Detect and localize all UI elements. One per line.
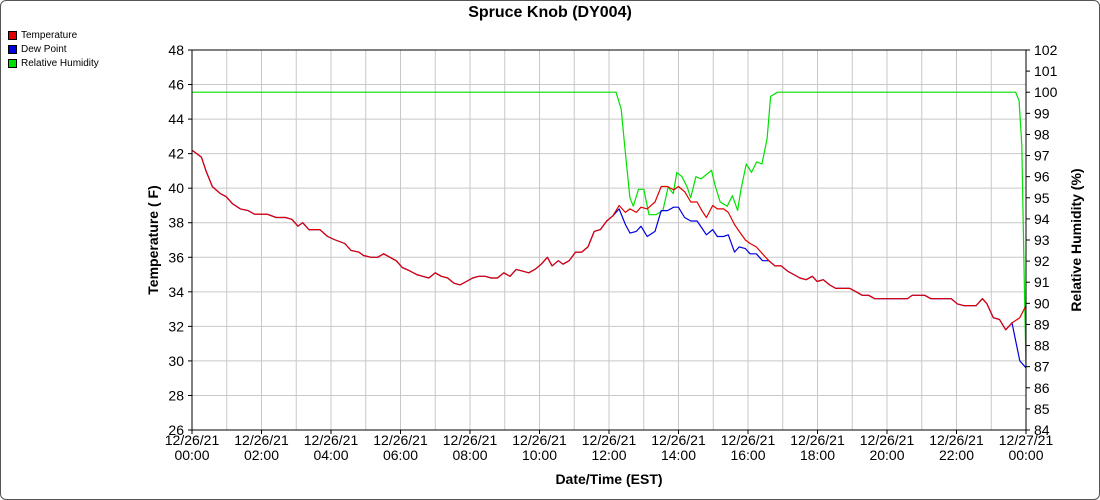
y2-tick-label: 90 xyxy=(1034,295,1050,311)
x-tick-label-date: 12/26/21 xyxy=(443,432,498,448)
y2-tick-label: 91 xyxy=(1034,274,1050,290)
legend-label-relative-humidity: Relative Humidity xyxy=(21,57,99,69)
x-tick-label-date: 12/27/21 xyxy=(999,432,1054,448)
legend-label-temperature: Temperature xyxy=(21,29,78,41)
y-axis-title: Temperature ( F) xyxy=(145,185,161,294)
legend: Temperature Dew Point Relative Humidity xyxy=(8,28,99,70)
y2-tick-label: 92 xyxy=(1034,253,1050,269)
x-tick-label-time: 14:00 xyxy=(661,447,696,463)
y-tick-label: 34 xyxy=(168,284,184,300)
y2-tick-label: 96 xyxy=(1034,169,1050,185)
x-tick-label-date: 12/26/21 xyxy=(512,432,567,448)
y2-tick-label: 97 xyxy=(1034,148,1050,164)
x-axis: 12/26/2100:0012/26/2102:0012/26/2104:001… xyxy=(165,430,1054,463)
chart-title: Spruce Knob (DY004) xyxy=(468,4,632,21)
legend-item-relative-humidity: Relative Humidity xyxy=(8,56,99,70)
y2-tick-label: 101 xyxy=(1034,63,1058,79)
y-tick-label: 30 xyxy=(168,353,184,369)
x-tick-label-date: 12/26/21 xyxy=(721,432,776,448)
x-tick-label-date: 12/26/21 xyxy=(929,432,984,448)
x-tick-label-date: 12/26/21 xyxy=(790,432,845,448)
x-tick-label-time: 06:00 xyxy=(383,447,418,463)
y2-tick-label: 98 xyxy=(1034,126,1050,142)
x-tick-label-time: 18:00 xyxy=(800,447,835,463)
x-tick-label-time: 16:00 xyxy=(730,447,765,463)
grid xyxy=(191,49,1027,431)
x-tick-label-date: 12/26/21 xyxy=(373,432,428,448)
y-tick-label: 28 xyxy=(168,387,184,403)
x-tick-label-date: 12/26/21 xyxy=(165,432,220,448)
x-tick-label-time: 02:00 xyxy=(244,447,279,463)
x-tick-label-time: 22:00 xyxy=(939,447,974,463)
y2-axis-title: Relative Humidity (%) xyxy=(1068,168,1084,311)
y2-tick-label: 102 xyxy=(1034,42,1058,58)
legend-swatch-relative-humidity xyxy=(8,58,17,68)
y2-tick-label: 89 xyxy=(1034,316,1050,332)
x-tick-label-time: 10:00 xyxy=(522,447,557,463)
series-group xyxy=(191,91,1027,369)
y2-tick-label: 88 xyxy=(1034,338,1050,354)
y2-tick-label: 86 xyxy=(1034,380,1050,396)
y-tick-label: 38 xyxy=(168,215,184,231)
x-tick-label-time: 04:00 xyxy=(313,447,348,463)
y-tick-label: 36 xyxy=(168,249,184,265)
legend-swatch-dew-point xyxy=(8,44,17,54)
y2-tick-label: 93 xyxy=(1034,232,1050,248)
y-tick-label: 48 xyxy=(168,42,184,58)
x-tick-label-time: 00:00 xyxy=(174,447,209,463)
y2-tick-label: 84 xyxy=(1034,422,1050,438)
x-tick-label-time: 00:00 xyxy=(1008,447,1043,463)
x-tick-label-date: 12/26/21 xyxy=(651,432,706,448)
y2-tick-label: 94 xyxy=(1034,211,1050,227)
left-axis: 26 28 30 32 34 36 38 40 42 44 46 48 xyxy=(168,42,192,438)
y2-tick-label: 100 xyxy=(1034,84,1058,100)
series-line-relative-humidity xyxy=(192,91,1027,367)
x-tick-label-date: 12/26/21 xyxy=(582,432,637,448)
y-tick-label: 40 xyxy=(168,180,184,196)
y2-tick-label: 99 xyxy=(1034,105,1050,121)
legend-swatch-temperature xyxy=(8,30,17,40)
x-axis-title: Date/Time (EST) xyxy=(555,471,662,487)
legend-label-dew-point: Dew Point xyxy=(21,43,67,55)
x-tick-label-date: 12/26/21 xyxy=(860,432,915,448)
legend-item-dew-point: Dew Point xyxy=(8,42,99,56)
x-tick-label-time: 20:00 xyxy=(869,447,904,463)
legend-item-temperature: Temperature xyxy=(8,28,99,42)
y-tick-label: 32 xyxy=(168,318,184,334)
y-tick-label: 44 xyxy=(168,111,184,127)
y2-tick-label: 87 xyxy=(1034,359,1050,375)
y-tick-label: 42 xyxy=(168,146,184,162)
x-tick-label-date: 12/26/21 xyxy=(234,432,289,448)
y2-tick-label: 85 xyxy=(1034,401,1050,417)
x-tick-label-date: 12/26/21 xyxy=(304,432,359,448)
x-tick-label-time: 08:00 xyxy=(452,447,487,463)
y2-tick-label: 95 xyxy=(1034,190,1050,206)
series-line-temperature xyxy=(191,149,1027,331)
y-tick-label: 46 xyxy=(168,77,184,93)
y-tick-label: 26 xyxy=(168,422,184,438)
x-tick-label-time: 12:00 xyxy=(591,447,626,463)
right-axis: 84 85 86 87 88 89 90 91 92 93 94 95 96 97 98 99 100 101 10… xyxy=(1026,42,1058,438)
